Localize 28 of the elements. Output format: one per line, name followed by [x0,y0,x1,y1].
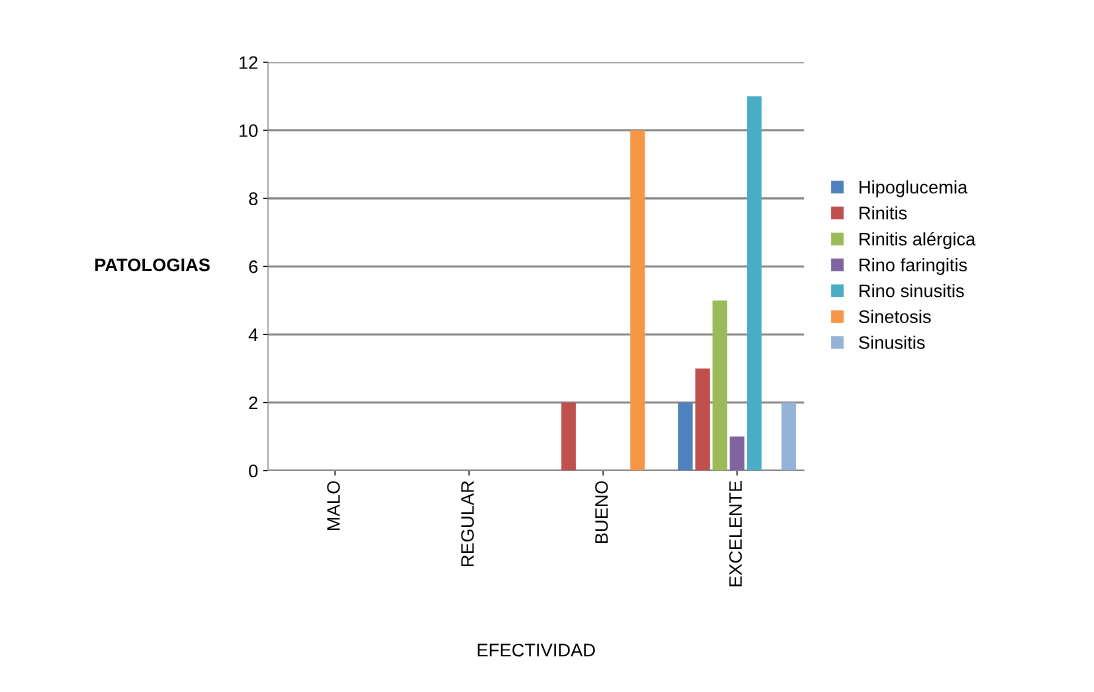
x-tick-label: EXCELENTE [729,481,742,587]
legend-label: Rinitis alérgica [859,232,976,250]
bar [781,402,797,471]
bar [712,300,728,471]
legend-label: Rino faringitis [859,258,967,275]
y-axis-title: PATOLOGIAS [95,258,210,272]
bar [561,402,576,471]
x-axis-title: EFECTIVIDAD [477,643,595,657]
bar [678,402,693,471]
y-tick-label: 12 [239,56,258,69]
y-tick-label: 10 [239,124,258,138]
legend-label: Rino sinusitis [859,283,964,298]
bar [729,436,745,471]
legend-label: Sinetosis [858,309,931,324]
y-tick-label: 0 [248,464,258,478]
bar [630,130,645,471]
x-tick-label: BUENO [595,481,608,544]
bar [746,96,762,471]
legend-label: Sinusitis [858,335,925,349]
y-tick-label: 6 [249,260,258,274]
x-tick-label: REGULAR [461,481,474,567]
y-tick-label: 8 [249,192,258,206]
x-tick-label: MALO [327,481,340,530]
legend-label: Rinitis [859,206,907,220]
legend-label: Hipoglucemia [859,180,968,198]
y-tick-label: 2 [249,396,258,410]
y-tick-label: 4 [248,328,258,342]
bar [695,368,710,471]
